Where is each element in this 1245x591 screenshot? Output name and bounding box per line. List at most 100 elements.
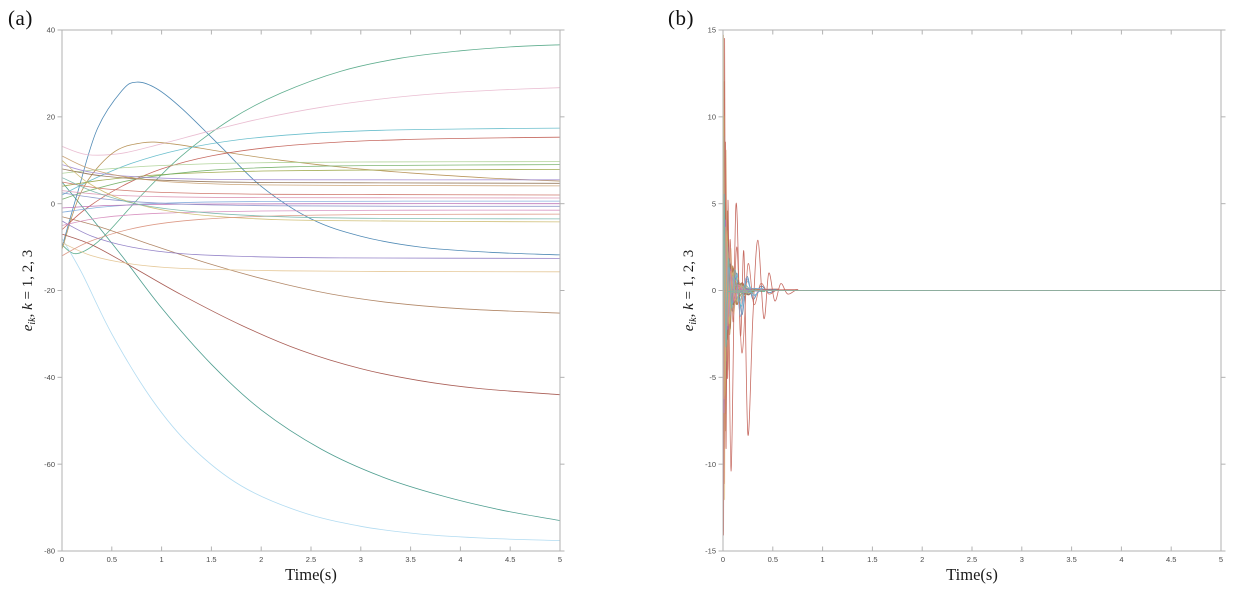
- error-curve: [723, 141, 1221, 485]
- error-curve: [723, 168, 1221, 447]
- error-curve: [723, 150, 1221, 465]
- error-curve: [723, 134, 1221, 405]
- error-curve: [62, 203, 560, 209]
- series-lines-(b): [723, 34, 1221, 536]
- tick-labels: 0 0.5 1 1.5 2 2.5 3 3.5 4 4.5 5 -80 -60 -40 -20 0 20 40: [44, 26, 562, 564]
- plot-b-canvas: 0 0.5 1 1.5 2 2.5 3 3.5 4 4.5 5 -15 -10 -5 0 5 10 15 Time(…: [681, 26, 1226, 584]
- tick-labels: 0 0.5 1 1.5 2 2.5 3 3.5 4 4.5 5 -15 -10 -5 0 5 10 15: [705, 26, 1223, 564]
- svg-text:10: 10: [708, 113, 716, 122]
- error-curve: [62, 164, 560, 200]
- svg-text:1.5: 1.5: [867, 555, 877, 564]
- svg-text:2.5: 2.5: [306, 555, 316, 564]
- svg-text:20: 20: [47, 113, 55, 122]
- svg-text:2: 2: [920, 555, 924, 564]
- error-curve: [723, 167, 1221, 456]
- error-curve: [62, 216, 560, 314]
- svg-text:3: 3: [359, 555, 363, 564]
- axis-ticks: [718, 29, 1226, 552]
- svg-text:1: 1: [821, 555, 825, 564]
- svg-text:-15: -15: [705, 547, 716, 556]
- svg-text:1.5: 1.5: [206, 555, 216, 564]
- svg-text:-80: -80: [44, 547, 55, 556]
- svg-text:5: 5: [1219, 555, 1223, 564]
- error-curve: [723, 194, 1221, 421]
- error-curve: [723, 38, 1221, 536]
- error-curve: [62, 169, 560, 187]
- error-curve: [723, 217, 1221, 395]
- error-curve: [62, 233, 560, 396]
- error-curve: [723, 142, 1221, 400]
- error-curve: [723, 136, 1221, 491]
- axis-ticks: [57, 29, 565, 552]
- svg-text:40: 40: [47, 26, 55, 35]
- error-curve: [62, 155, 560, 187]
- panel-a-label: (a): [8, 6, 33, 30]
- error-curve: [723, 151, 1221, 396]
- error-curve: [723, 160, 1221, 387]
- svg-text:2.5: 2.5: [967, 555, 977, 564]
- svg-text:-60: -60: [44, 460, 55, 469]
- error-curve: [62, 220, 560, 259]
- error-curve: [62, 242, 560, 273]
- svg-text:1: 1: [160, 555, 164, 564]
- svg-text:15: 15: [708, 26, 716, 35]
- error-curve: [62, 168, 560, 184]
- x-axis-label: Time(s): [946, 565, 998, 584]
- error-curve: [62, 44, 560, 255]
- svg-text:0.5: 0.5: [107, 555, 117, 564]
- error-curve: [62, 209, 560, 226]
- x-axis-label: Time(s): [285, 565, 337, 584]
- error-curve: [723, 90, 1221, 440]
- svg-text:-20: -20: [44, 286, 55, 295]
- error-curve: [723, 116, 1221, 422]
- error-curve: [62, 190, 560, 199]
- svg-text:5: 5: [712, 199, 716, 208]
- error-curve: [723, 177, 1221, 370]
- svg-text:0.5: 0.5: [768, 555, 778, 564]
- error-curve: [62, 141, 560, 250]
- error-curve: [723, 99, 1221, 431]
- svg-text:-5: -5: [709, 373, 716, 382]
- svg-text:4.5: 4.5: [1166, 555, 1176, 564]
- series-lines-(a): [62, 44, 560, 541]
- svg-text:3.5: 3.5: [405, 555, 415, 564]
- y-axis-label: eik, k = 1, 2, 3: [20, 250, 38, 332]
- svg-text:0: 0: [712, 286, 716, 295]
- error-curve: [723, 125, 1221, 414]
- svg-text:3.5: 3.5: [1066, 555, 1076, 564]
- error-curve: [62, 161, 560, 174]
- error-curve: [62, 181, 560, 196]
- error-curve: [62, 159, 560, 223]
- error-curve: [62, 81, 560, 256]
- plot-a-canvas: 0 0.5 1 1.5 2 2.5 3 3.5 4 4.5 5 -80 -60 -40 -20 0 20 40 Ti…: [20, 26, 565, 584]
- svg-text:-10: -10: [705, 460, 716, 469]
- error-curve: [723, 185, 1221, 430]
- error-curve: [62, 238, 560, 541]
- error-curve: [62, 181, 560, 521]
- svg-text:4: 4: [1119, 555, 1123, 564]
- svg-text:3: 3: [1020, 555, 1024, 564]
- svg-text:0: 0: [60, 555, 64, 564]
- error-curve: [723, 116, 1221, 499]
- error-curve: [62, 87, 560, 156]
- svg-text:0: 0: [721, 555, 725, 564]
- svg-text:4: 4: [458, 555, 462, 564]
- error-curve: [62, 200, 560, 213]
- svg-text:-40: -40: [44, 373, 55, 382]
- error-curve: [723, 34, 1221, 532]
- error-curve: [62, 177, 560, 220]
- error-curve: [62, 192, 560, 207]
- svg-text:0: 0: [51, 199, 55, 208]
- y-axis-label: eik, k = 1, 2, 3: [681, 250, 699, 332]
- error-curve: [723, 133, 1221, 482]
- error-curve: [723, 82, 1221, 448]
- error-curve: [723, 99, 1221, 508]
- error-curve: [723, 203, 1221, 413]
- error-curve: [62, 164, 560, 181]
- error-curve: [723, 168, 1221, 378]
- svg-text:2: 2: [259, 555, 263, 564]
- error-curve: [62, 213, 560, 257]
- error-curve: [723, 81, 1221, 517]
- panel-b-label: (b): [668, 6, 694, 30]
